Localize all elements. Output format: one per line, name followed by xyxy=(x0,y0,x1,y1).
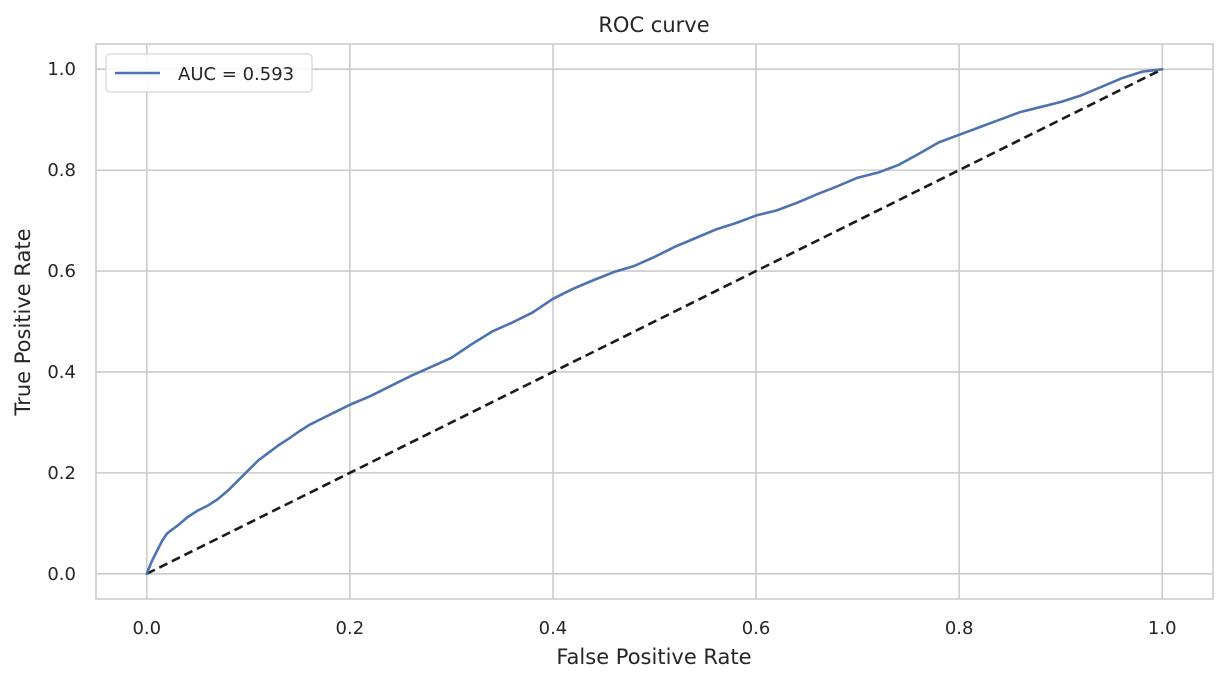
y-tick-label: 0.2 xyxy=(47,463,76,484)
grid xyxy=(96,44,1213,599)
x-tick-label: 0.2 xyxy=(336,618,365,639)
y-axis-label: True Positive Rate xyxy=(11,228,35,416)
y-tick-labels: 0.0 0.2 0.4 0.6 0.8 1.0 xyxy=(47,59,76,585)
x-tick-label: 1.0 xyxy=(1148,618,1177,639)
x-tick-label: 0.4 xyxy=(539,618,568,639)
x-axis-label: False Positive Rate xyxy=(556,645,751,669)
legend-box xyxy=(105,53,313,93)
y-tick-label: 0.8 xyxy=(47,160,76,181)
plot-frame xyxy=(95,43,1214,600)
roc-curve-line xyxy=(145,67,1164,576)
chart-title: ROC curve xyxy=(598,13,709,37)
y-tick-label: 0.0 xyxy=(47,564,76,585)
y-tick-label: 0.6 xyxy=(47,261,76,282)
series-layer xyxy=(145,67,1164,576)
x-tick-labels: 0.0 0.2 0.4 0.6 0.8 1.0 xyxy=(132,618,1176,639)
x-tick-label: 0.8 xyxy=(945,618,974,639)
x-tick-label: 0.0 xyxy=(132,618,161,639)
legend-label: AUC = 0.593 xyxy=(178,64,294,85)
legend: AUC = 0.593 xyxy=(105,53,313,93)
y-tick-label: 0.4 xyxy=(47,362,76,383)
y-tick-label: 1.0 xyxy=(47,59,76,80)
chance-diagonal-line xyxy=(146,68,1163,575)
x-tick-label: 0.6 xyxy=(742,618,771,639)
